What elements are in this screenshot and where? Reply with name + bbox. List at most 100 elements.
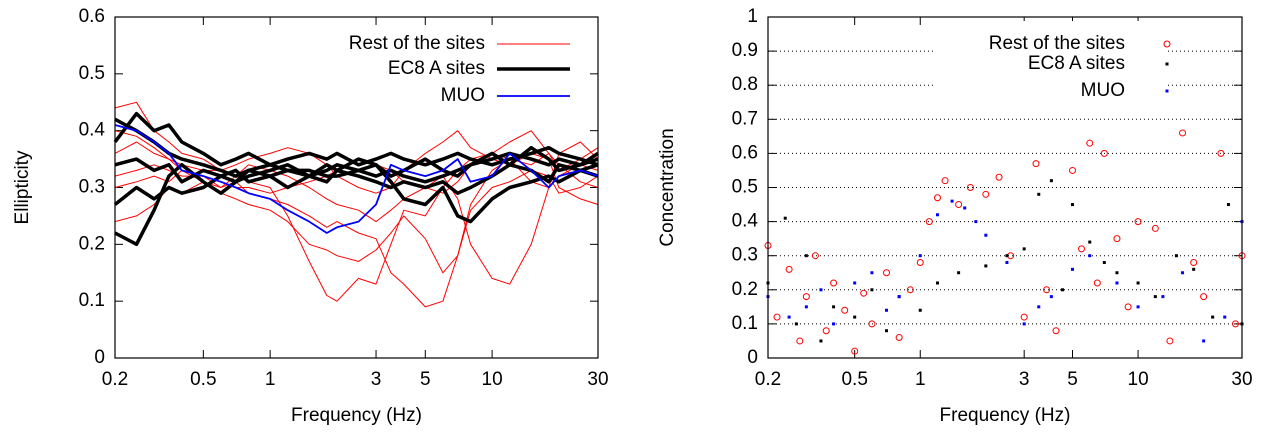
point: [1161, 295, 1165, 299]
x-tick-label: 3: [371, 369, 382, 390]
y-axis-label: Ellipticity: [12, 150, 33, 224]
point: [870, 271, 874, 275]
point: [1086, 139, 1094, 147]
point: [1115, 281, 1119, 285]
y-tick-label: 0.4: [732, 211, 759, 232]
point: [785, 265, 793, 273]
legend: Rest of the sites EC8 A sites MUO: [349, 33, 570, 106]
point: [1200, 293, 1208, 301]
point: [1078, 245, 1086, 253]
legend-swatch: [1165, 62, 1169, 66]
point: [1231, 320, 1239, 328]
point: [832, 322, 836, 326]
point: [783, 216, 787, 220]
point: [804, 305, 808, 309]
x-tick-label: 1: [915, 369, 926, 390]
point: [819, 288, 823, 292]
point: [885, 308, 889, 312]
legend-label: EC8 A sites: [388, 58, 485, 79]
point: [895, 334, 903, 342]
legend-background: [935, 21, 1165, 116]
x-tick-label: 10: [1128, 369, 1149, 390]
y-tick-label: 0.3: [79, 177, 105, 198]
legend-label: EC8 A sites: [1028, 53, 1125, 74]
point: [851, 347, 859, 355]
point: [1043, 286, 1051, 294]
point: [897, 295, 901, 299]
point: [933, 194, 941, 202]
point: [819, 339, 823, 343]
point: [1136, 305, 1140, 309]
legend-swatch: [1165, 89, 1169, 93]
point: [963, 206, 967, 210]
point: [1071, 267, 1075, 271]
y-tick-label: 0.4: [79, 120, 106, 141]
point: [1071, 203, 1075, 207]
y-tick-label: 0.2: [79, 233, 105, 254]
chart-panel: 0 0.1 0.2 0.3 0.4 0.5 0.6 0.7 0.8 0.9 1 0.2 0.5 1 3 5 10…: [657, 6, 1253, 426]
point: [1005, 261, 1009, 265]
x-tick-label: 0.2: [102, 369, 128, 390]
x-tick-label: 5: [1067, 369, 1078, 390]
point: [1069, 166, 1077, 174]
x-axis-label: Frequency (Hz): [291, 405, 422, 426]
point: [832, 305, 836, 309]
x-tick-label: 3: [1019, 369, 1030, 390]
x-tick-label: 30: [587, 369, 608, 390]
point: [1115, 271, 1119, 275]
y-tick-label: 0.6: [732, 142, 758, 163]
point: [918, 254, 922, 258]
point: [1134, 218, 1142, 226]
y-tick-label: 0: [94, 347, 105, 368]
legend-swatch: [1163, 40, 1171, 48]
x-tick-label: 0.5: [841, 369, 867, 390]
y-tick-label: 0.2: [732, 279, 758, 300]
point: [853, 315, 857, 319]
series-line: [114, 141, 599, 285]
point: [796, 337, 804, 345]
point: [1005, 254, 1009, 258]
point: [1217, 149, 1225, 157]
point: [935, 213, 939, 217]
point: [830, 279, 838, 287]
plot-area: [764, 129, 1246, 355]
point: [868, 320, 876, 328]
point: [883, 269, 891, 277]
point: [966, 184, 974, 191]
point: [787, 315, 791, 319]
y-tick-label: 0.5: [732, 177, 758, 198]
legend-label: MUO: [1081, 80, 1125, 101]
point: [1020, 313, 1028, 321]
point: [1136, 281, 1140, 285]
legend-label: MUO: [441, 85, 485, 106]
point: [957, 271, 961, 275]
point: [860, 289, 868, 297]
point: [870, 288, 874, 292]
point: [1102, 261, 1106, 265]
point: [1049, 179, 1053, 183]
point: [811, 252, 819, 260]
point: [1022, 247, 1026, 251]
point: [984, 233, 988, 237]
point: [1052, 327, 1060, 335]
series-line: [114, 158, 599, 308]
plot-frame: [767, 16, 1243, 359]
point: [925, 218, 933, 226]
point: [841, 306, 849, 314]
point: [995, 173, 1003, 181]
point: [1088, 254, 1092, 258]
point: [955, 201, 963, 209]
legend-label: Rest of the sites: [349, 33, 485, 54]
point: [1088, 240, 1092, 244]
point: [974, 220, 978, 224]
y-tick-label: 0.5: [79, 63, 105, 84]
y-tick-label: 0.3: [732, 245, 758, 266]
point: [1032, 160, 1040, 168]
point: [1037, 192, 1041, 196]
point: [941, 177, 949, 185]
point: [853, 281, 857, 285]
y-tick-label: 0.8: [732, 74, 758, 95]
y-tick-label: 0.7: [732, 108, 758, 129]
